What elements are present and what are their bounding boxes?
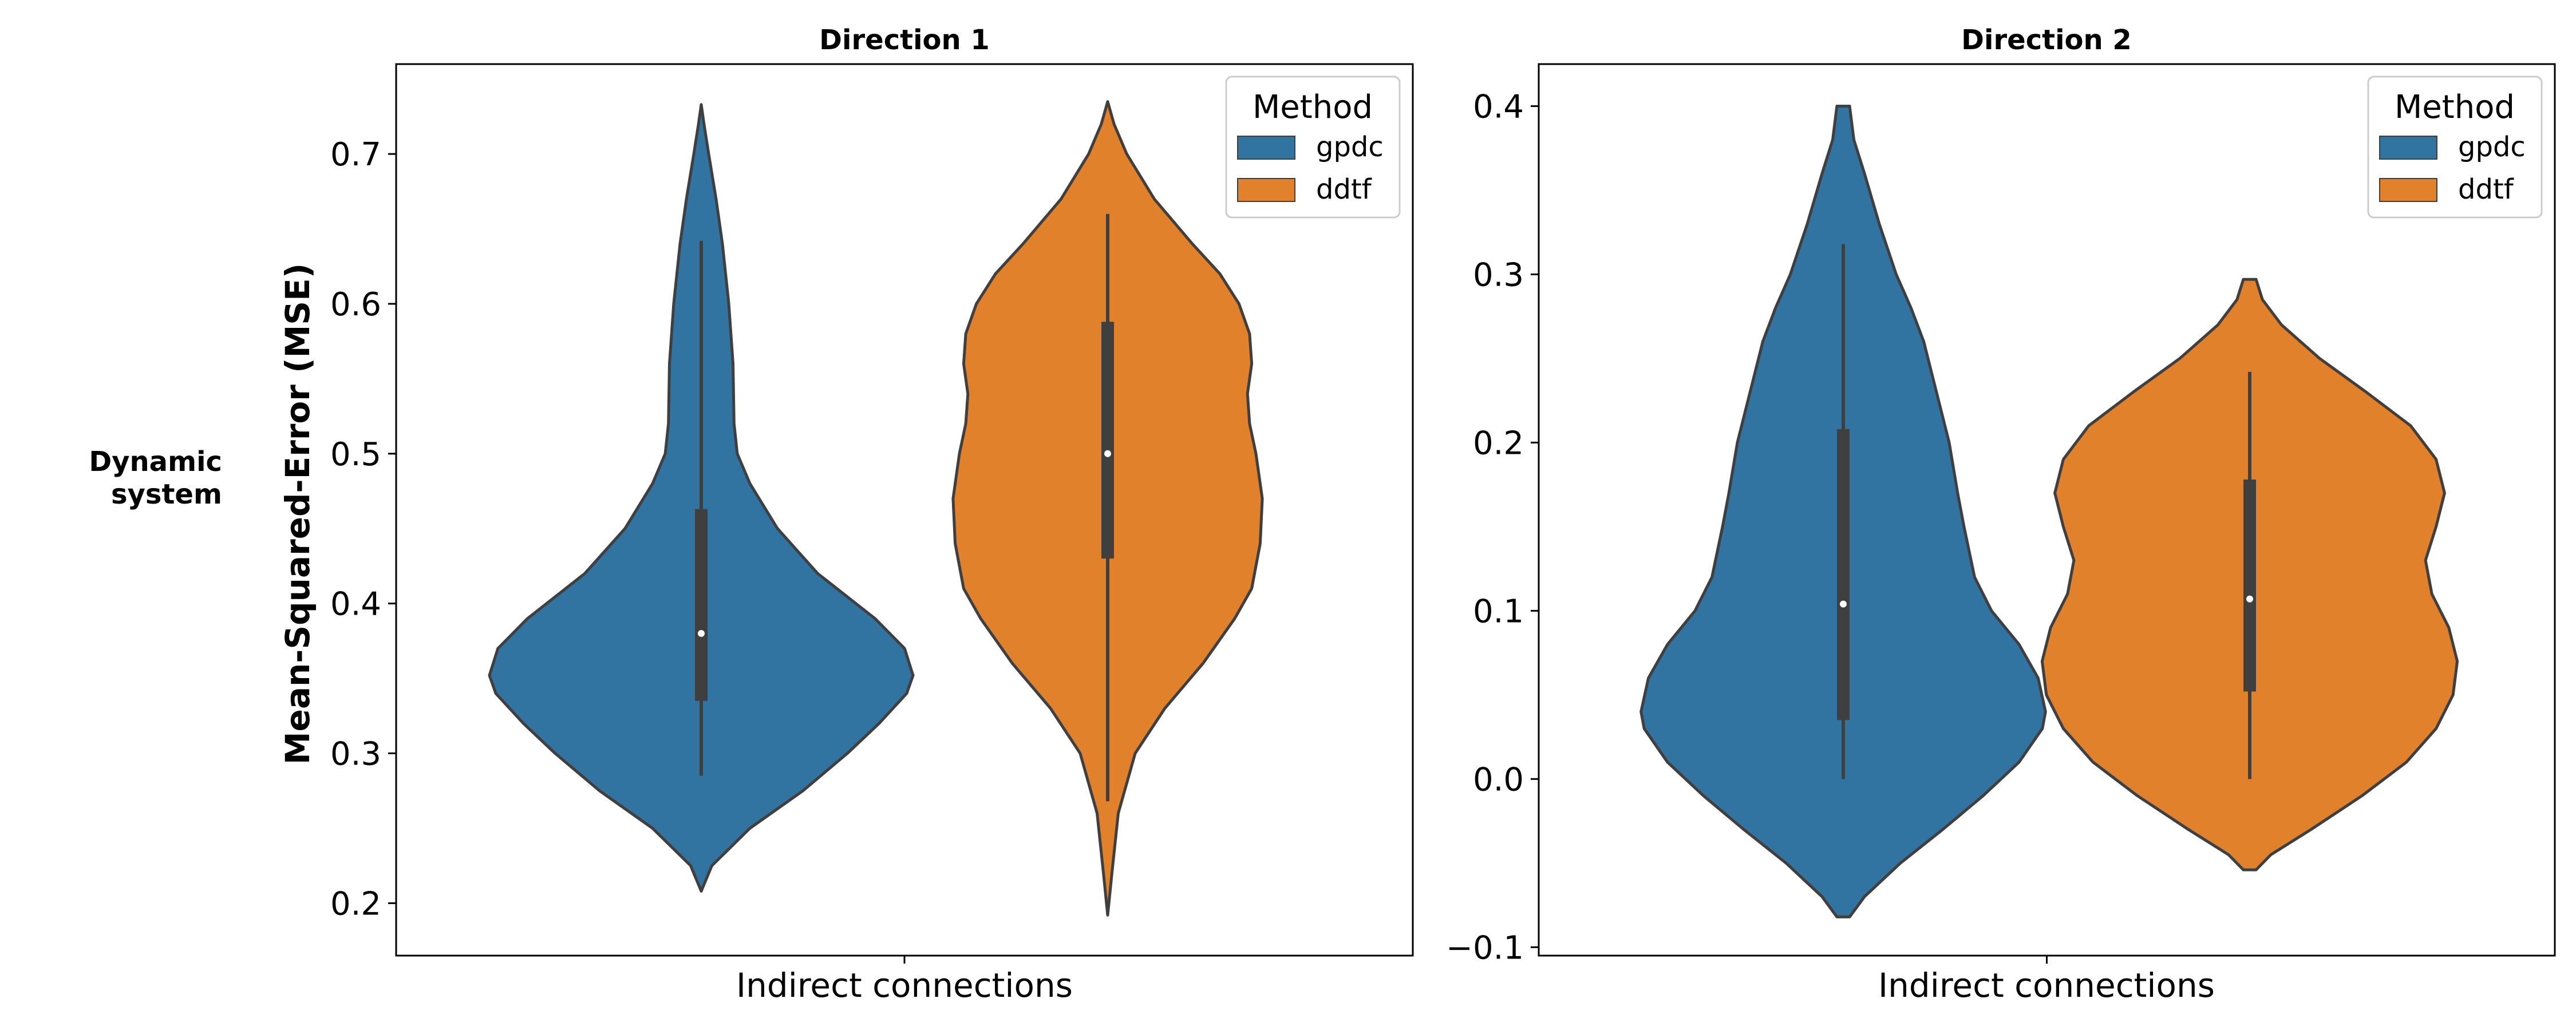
legend-label-ddtf: ddtf — [1316, 173, 1372, 205]
legend-direction-1: Method gpdc ddtf — [1225, 76, 1401, 219]
legend-swatch-gpdc — [1237, 136, 1295, 160]
legend-title: Method — [2395, 89, 2515, 126]
panel-title-direction-2: Direction 2 — [1961, 24, 2132, 56]
panel-direction-2: −0.1 0.0 0.1 0.2 0.3 0.4 Direction 2 Indirect… — [1446, 24, 2556, 1005]
y-tick-label: 0.4 — [330, 586, 381, 623]
iqr-box-gpdc — [1837, 429, 1850, 720]
panel-title-direction-1: Direction 1 — [819, 24, 990, 56]
y-tick-label: 0.4 — [1473, 88, 1524, 125]
y-tick-label: 0.0 — [1473, 761, 1524, 798]
y-tick-label: −0.1 — [1446, 929, 1524, 966]
row-label-line-2: system — [111, 478, 222, 510]
x-category-label-direction-2: Indirect connections — [1878, 966, 2215, 1005]
legend-label-ddtf: ddtf — [2458, 173, 2514, 205]
y-tick-label: 0.1 — [1473, 593, 1524, 630]
median-dot-ddtf — [1104, 450, 1111, 457]
median-dot-gpdc — [698, 630, 705, 637]
median-dot-gpdc — [1840, 600, 1847, 608]
y-tick-label: 0.3 — [1473, 256, 1524, 294]
legend-direction-2: Method gpdc ddtf — [2367, 76, 2543, 219]
legend-swatch-gpdc — [2379, 136, 2437, 160]
iqr-box-ddtf — [1101, 322, 1114, 559]
y-tick-label: 0.3 — [330, 736, 381, 773]
plot-area-direction-1: 0.2 0.3 0.4 0.5 0.6 0.7 — [330, 63, 1414, 964]
row-label-line-1: Dynamic — [89, 446, 222, 478]
iqr-box-gpdc — [695, 509, 708, 701]
y-tick-label: 0.6 — [330, 286, 381, 323]
y-tick-label: 0.2 — [330, 885, 381, 922]
x-category-label-direction-1: Indirect connections — [736, 966, 1073, 1005]
legend-swatch-ddtf — [1237, 178, 1295, 202]
legend-swatch-ddtf — [2379, 178, 2437, 202]
y-tick-label: 0.5 — [330, 436, 381, 473]
median-dot-ddtf — [2246, 595, 2253, 603]
legend-title: Method — [1253, 89, 1373, 126]
legend-label-gpdc: gpdc — [1316, 131, 1384, 163]
legend-label-gpdc: gpdc — [2458, 131, 2526, 163]
y-tick-label: 0.7 — [330, 136, 381, 173]
panel-direction-1: 0.2 0.3 0.4 0.5 0.6 0.7 Direction 1 Indirect … — [330, 24, 1414, 1005]
y-axis-label: Mean-Squared-Error (MSE) — [278, 263, 317, 764]
y-tick-label: 0.2 — [1473, 425, 1524, 462]
iqr-box-ddtf — [2243, 480, 2256, 692]
plot-area-direction-2: −0.1 0.0 0.1 0.2 0.3 0.4 — [1446, 63, 2556, 966]
